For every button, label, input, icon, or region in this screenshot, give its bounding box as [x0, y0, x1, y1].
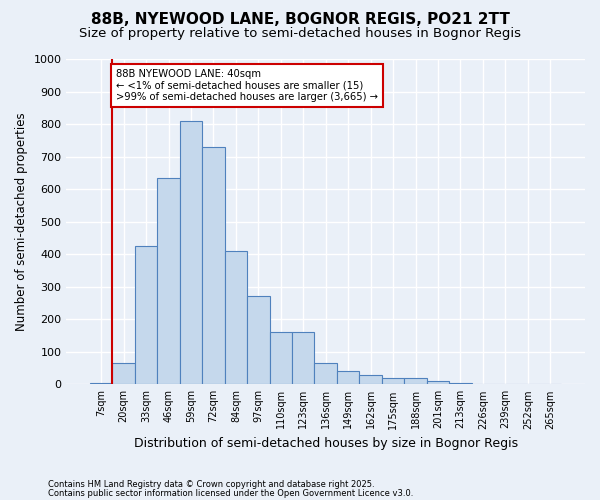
Bar	[427, 381, 449, 384]
Bar	[314, 363, 337, 384]
Y-axis label: Number of semi-detached properties: Number of semi-detached properties	[15, 112, 28, 331]
Bar	[449, 382, 472, 384]
Bar	[224, 251, 247, 384]
Bar	[247, 296, 269, 384]
Text: 88B NYEWOOD LANE: 40sqm
← <1% of semi-detached houses are smaller (15)
>99% of s: 88B NYEWOOD LANE: 40sqm ← <1% of semi-de…	[116, 69, 378, 102]
Text: 88B, NYEWOOD LANE, BOGNOR REGIS, PO21 2TT: 88B, NYEWOOD LANE, BOGNOR REGIS, PO21 2T…	[91, 12, 509, 28]
Text: Contains HM Land Registry data © Crown copyright and database right 2025.: Contains HM Land Registry data © Crown c…	[48, 480, 374, 489]
Bar	[112, 363, 135, 384]
Bar	[180, 121, 202, 384]
Bar	[269, 332, 292, 384]
Bar	[157, 178, 180, 384]
Bar	[135, 246, 157, 384]
X-axis label: Distribution of semi-detached houses by size in Bognor Regis: Distribution of semi-detached houses by …	[134, 437, 518, 450]
Text: Size of property relative to semi-detached houses in Bognor Regis: Size of property relative to semi-detach…	[79, 28, 521, 40]
Text: Contains public sector information licensed under the Open Government Licence v3: Contains public sector information licen…	[48, 490, 413, 498]
Bar	[90, 382, 112, 384]
Bar	[337, 372, 359, 384]
Bar	[202, 147, 224, 384]
Bar	[359, 375, 382, 384]
Bar	[382, 378, 404, 384]
Bar	[292, 332, 314, 384]
Bar	[404, 378, 427, 384]
